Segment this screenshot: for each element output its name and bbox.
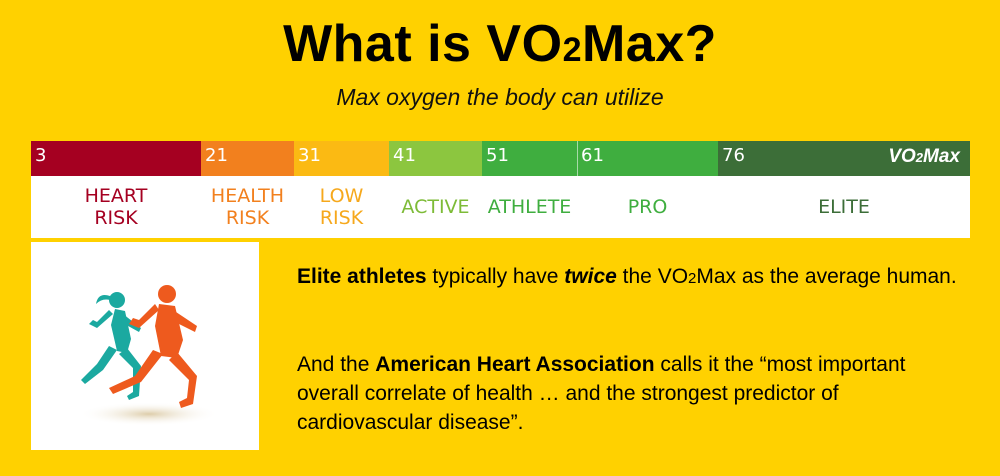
scale-bar-athlete: 51: [482, 141, 577, 176]
scale-bar-health-risk: 21: [201, 141, 294, 176]
paragraph-aha-quote: And the American Heart Association calls…: [297, 353, 906, 434]
scale-bar-heart-risk: 3: [31, 141, 201, 176]
scale-start-value: 61: [581, 145, 604, 166]
scale-divider: [577, 141, 578, 176]
page-subtitle: Max oxygen the body can utilize: [336, 84, 664, 110]
scale-start-value: 76: [722, 145, 745, 166]
runners-icon: [79, 285, 219, 426]
category-elite: ELITE: [818, 196, 870, 218]
vo2max-scale: 3 21 31 41 51 61 76 VO2Max HEART RISK HE…: [31, 141, 970, 238]
scale-bar-elite: 76 VO2Max: [718, 141, 970, 176]
runners-image: [31, 242, 259, 450]
category-health-risk: HEALTH RISK: [210, 185, 285, 229]
scale-bar-active: 41: [389, 141, 482, 176]
category-heart-risk: HEART RISK: [84, 185, 148, 229]
category-pro: PRO: [627, 196, 668, 218]
category-active: ACTIVE: [401, 196, 470, 218]
category-athlete: ATHLETE: [487, 196, 572, 218]
paragraph-elite-athletes: Elite athletes typically have twice the …: [297, 265, 957, 288]
scale-start-value: 3: [35, 145, 47, 166]
category-low-risk: LOW RISK: [319, 185, 364, 229]
scale-bar-low-risk: 31: [294, 141, 389, 176]
scale-bar-pro: 61: [577, 141, 718, 176]
scale-start-value: 51: [486, 145, 509, 166]
scale-start-value: 21: [205, 145, 228, 166]
scale-start-value: 41: [393, 145, 416, 166]
scale-axis-label: VO2Max: [888, 146, 960, 167]
page-title: What is VO2Max?: [283, 15, 717, 73]
scale-start-value: 31: [298, 145, 321, 166]
